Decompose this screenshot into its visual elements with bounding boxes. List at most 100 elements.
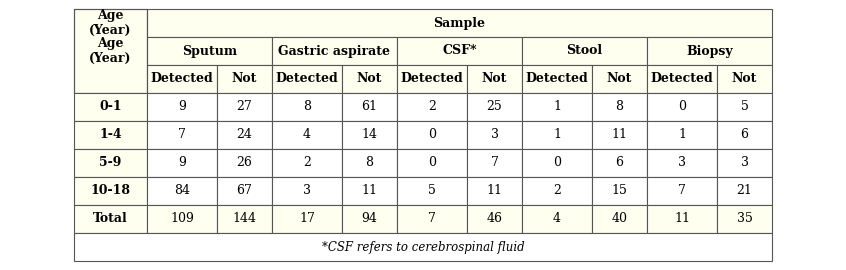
Bar [592, 65, 647, 93]
Bar [342, 93, 397, 121]
Text: Biopsy: Biopsy [686, 45, 733, 58]
Bar [397, 121, 467, 149]
Bar [717, 65, 772, 93]
Bar [272, 177, 342, 205]
Text: 5-9: 5-9 [99, 157, 122, 170]
Text: 8: 8 [616, 100, 624, 113]
Text: 8: 8 [303, 100, 311, 113]
Text: 10-18: 10-18 [91, 184, 130, 197]
Bar [342, 65, 397, 93]
Bar [147, 177, 217, 205]
Bar [467, 65, 522, 93]
Text: 109: 109 [170, 212, 194, 225]
Text: *CSF refers to cerebrospinal fluid: *CSF refers to cerebrospinal fluid [321, 241, 525, 254]
Text: 11: 11 [486, 184, 503, 197]
Bar [74, 177, 147, 205]
Text: 9: 9 [178, 157, 186, 170]
Bar [397, 177, 467, 205]
Bar [522, 121, 592, 149]
Bar [217, 121, 272, 149]
Text: 8: 8 [365, 157, 373, 170]
Bar [717, 93, 772, 121]
Text: Detected: Detected [151, 73, 213, 86]
Text: 15: 15 [612, 184, 628, 197]
Text: Sample: Sample [433, 16, 486, 29]
Bar [647, 37, 772, 65]
Bar [717, 121, 772, 149]
Text: 0: 0 [428, 157, 436, 170]
Bar [147, 121, 217, 149]
Text: 25: 25 [486, 100, 503, 113]
Bar [592, 121, 647, 149]
Bar [522, 177, 592, 205]
Bar [147, 9, 772, 37]
Text: 3: 3 [303, 184, 311, 197]
Text: 3: 3 [678, 157, 686, 170]
Text: Detected: Detected [525, 73, 588, 86]
Bar [272, 149, 342, 177]
Bar [647, 93, 717, 121]
Bar [522, 149, 592, 177]
Bar [717, 177, 772, 205]
Text: 7: 7 [178, 129, 186, 141]
Text: CSF*: CSF* [442, 45, 477, 58]
Text: 0: 0 [428, 129, 436, 141]
Bar [342, 177, 397, 205]
Text: 35: 35 [737, 212, 752, 225]
Bar [467, 205, 522, 233]
Bar [217, 65, 272, 93]
Bar [74, 149, 147, 177]
Bar [592, 177, 647, 205]
Text: 11: 11 [361, 184, 377, 197]
Text: Detected: Detected [401, 73, 464, 86]
Bar [647, 65, 717, 93]
Bar [342, 205, 397, 233]
Bar [217, 93, 272, 121]
Text: 46: 46 [486, 212, 503, 225]
Bar [342, 149, 397, 177]
Text: Detected: Detected [651, 73, 713, 86]
Text: 4: 4 [553, 212, 561, 225]
Text: 14: 14 [361, 129, 377, 141]
Text: 5: 5 [740, 100, 749, 113]
Text: Not: Not [232, 73, 257, 86]
Bar [467, 149, 522, 177]
Text: 7: 7 [678, 184, 686, 197]
Text: 2: 2 [303, 157, 311, 170]
Text: 9: 9 [178, 100, 186, 113]
Bar [647, 149, 717, 177]
Bar [342, 121, 397, 149]
Bar [522, 205, 592, 233]
Bar [397, 93, 467, 121]
Bar [467, 93, 522, 121]
Bar [522, 65, 592, 93]
Bar [147, 93, 217, 121]
Text: Gastric aspirate: Gastric aspirate [278, 45, 391, 58]
Text: Total: Total [93, 212, 128, 225]
Bar [522, 37, 647, 65]
Text: 4: 4 [303, 129, 311, 141]
Bar [272, 205, 342, 233]
Text: 27: 27 [237, 100, 252, 113]
Bar [397, 205, 467, 233]
Text: 24: 24 [237, 129, 252, 141]
Text: 2: 2 [428, 100, 436, 113]
Bar [467, 177, 522, 205]
Text: 1: 1 [553, 100, 561, 113]
Text: 0: 0 [678, 100, 686, 113]
Text: Sputum: Sputum [182, 45, 237, 58]
Bar [272, 121, 342, 149]
Text: 17: 17 [299, 212, 315, 225]
Bar [74, 205, 147, 233]
Bar [592, 149, 647, 177]
Bar [272, 65, 342, 93]
Text: Not: Not [357, 73, 382, 86]
Bar [217, 205, 272, 233]
Bar [717, 205, 772, 233]
Bar [147, 149, 217, 177]
Text: 61: 61 [361, 100, 377, 113]
Text: 21: 21 [737, 184, 752, 197]
Text: 1-4: 1-4 [99, 129, 122, 141]
Text: 144: 144 [233, 212, 256, 225]
Text: 0-1: 0-1 [99, 100, 122, 113]
